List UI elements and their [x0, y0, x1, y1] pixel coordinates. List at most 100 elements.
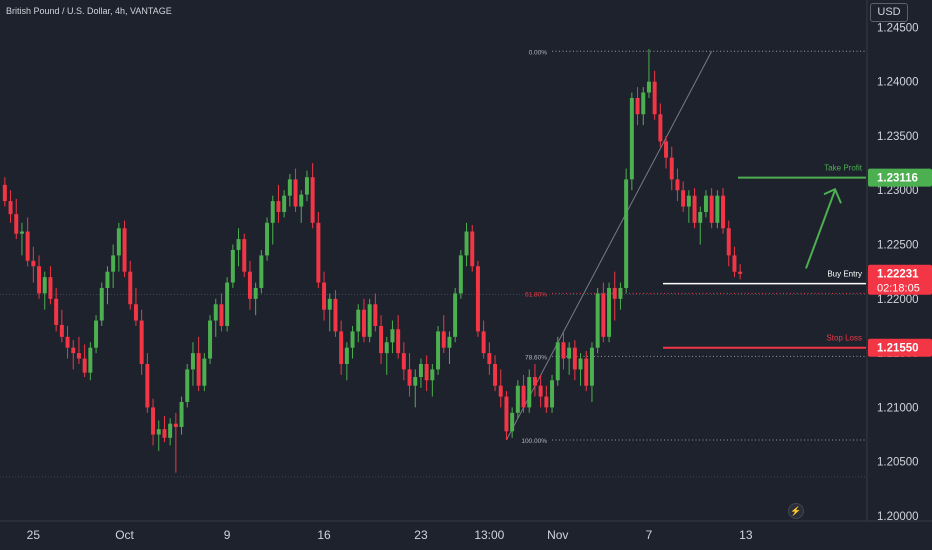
- candle-body: [373, 304, 378, 326]
- candle-body: [544, 396, 549, 408]
- candle-body: [510, 412, 515, 432]
- candle-body: [624, 179, 629, 288]
- candle-body: [413, 377, 418, 386]
- candle-body: [407, 369, 412, 386]
- candle-body: [54, 298, 59, 325]
- candle-body: [111, 255, 116, 272]
- candle-body: [498, 385, 503, 397]
- last-price-badge: [868, 264, 932, 295]
- candle-body: [327, 298, 332, 310]
- candle-body: [156, 429, 161, 435]
- candle-body: [481, 331, 486, 354]
- candle-body: [2, 184, 7, 202]
- candle-body: [196, 353, 201, 386]
- candle-body: [310, 177, 315, 223]
- candle-body: [122, 228, 127, 272]
- candle-body: [304, 177, 309, 195]
- flash-icon[interactable]: ⚡: [788, 503, 804, 519]
- projection-arrowhead: [823, 187, 842, 204]
- candle-body: [726, 228, 731, 256]
- candle-body: [424, 363, 429, 381]
- candle-body: [179, 401, 184, 427]
- candle-body: [493, 363, 498, 386]
- candle-body: [561, 342, 566, 359]
- candle-body: [646, 81, 651, 93]
- x-tick-label: 7: [646, 528, 653, 542]
- currency-button[interactable]: USD: [870, 3, 908, 22]
- x-tick-label: 9: [224, 528, 231, 542]
- candle-body: [190, 353, 195, 370]
- candle-body: [692, 195, 697, 223]
- candle-body: [265, 222, 270, 256]
- last-price-countdown: 02:18:05: [877, 283, 920, 295]
- candle-body: [225, 282, 230, 326]
- candle-body: [88, 347, 93, 373]
- candle-body: [441, 331, 446, 348]
- candle-body: [339, 331, 344, 364]
- candle-body: [550, 380, 555, 408]
- candle-body: [48, 277, 53, 299]
- candle-body: [470, 231, 475, 267]
- candle-body: [738, 271, 743, 274]
- candle-body: [367, 304, 372, 337]
- candle-body: [641, 92, 646, 115]
- y-tick-label: 1.20500: [877, 457, 919, 469]
- projection-arrow: [805, 189, 836, 269]
- candle-body: [607, 287, 612, 337]
- candle-body: [213, 304, 218, 321]
- candle-body: [236, 239, 241, 250]
- candle-body: [139, 320, 144, 364]
- candle-body: [515, 385, 520, 413]
- candle-body: [71, 347, 76, 354]
- candle-body: [59, 324, 64, 337]
- candle-body: [521, 385, 526, 408]
- candle-body: [287, 179, 292, 196]
- candle-body: [396, 329, 401, 354]
- candle-body: [732, 255, 737, 272]
- candle-body: [447, 336, 452, 348]
- candle-body: [37, 266, 42, 294]
- stop-loss-badge: [868, 338, 932, 357]
- candle-body: [361, 309, 366, 337]
- candle-body: [464, 231, 469, 256]
- y-tick-label: 1.23500: [877, 131, 919, 143]
- x-tick-label: Oct: [115, 528, 134, 542]
- candle-body: [390, 329, 395, 343]
- candle-body: [698, 211, 703, 223]
- candle-body: [595, 293, 600, 348]
- candle-body: [219, 304, 224, 326]
- fib-level-label: 0.00%: [529, 49, 548, 56]
- candle-body: [350, 331, 355, 348]
- candle-body: [458, 255, 463, 294]
- candle-body: [538, 385, 543, 397]
- candle-body: [601, 293, 606, 337]
- stop-loss-price: 1.21550: [877, 343, 919, 355]
- candle-body: [629, 97, 634, 180]
- x-tick-label: 16: [317, 528, 331, 542]
- candle-body: [168, 423, 173, 438]
- candle-body: [25, 231, 30, 261]
- x-tick-label: 25: [27, 528, 41, 542]
- candle-body: [453, 293, 458, 337]
- candle-body: [173, 423, 178, 427]
- y-tick-label: 1.24500: [877, 22, 919, 34]
- x-tick-label: 13:00: [474, 528, 504, 542]
- candle-body: [128, 271, 133, 305]
- fib-level-label: 61.80%: [525, 291, 547, 298]
- candle-body: [151, 407, 156, 435]
- candle-body: [384, 342, 389, 354]
- y-tick-label: 1.24000: [877, 77, 919, 89]
- candle-body: [504, 396, 509, 432]
- candle-body: [185, 369, 190, 402]
- candle-body: [652, 81, 657, 115]
- candle-body: [19, 231, 24, 234]
- candle-body: [669, 157, 674, 180]
- candle-body: [133, 304, 138, 321]
- candle-body: [99, 287, 104, 321]
- candle-body: [475, 266, 480, 332]
- candle-body: [567, 347, 572, 359]
- candle-body: [14, 214, 19, 234]
